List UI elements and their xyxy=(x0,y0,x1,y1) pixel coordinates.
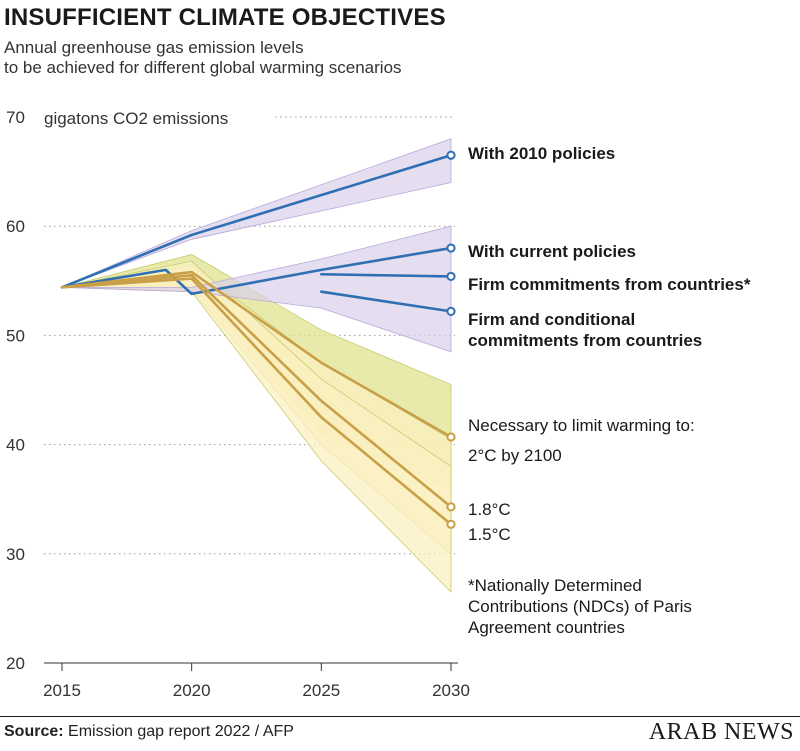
arab-news-logo: ARAB NEWS xyxy=(648,719,794,745)
series-end-marker-0 xyxy=(446,150,456,160)
y-tick-label-50: 50 xyxy=(6,326,25,345)
footnote-line-2: Contributions (NDCs) of Paris xyxy=(468,597,692,616)
label-2010-policies: With 2010 policies xyxy=(468,144,615,163)
label-2c: 2°C by 2100 xyxy=(468,446,562,465)
series-end-marker-6 xyxy=(446,519,456,529)
band-2 xyxy=(61,260,452,593)
label-1-8c: 1.8°C xyxy=(468,500,511,519)
series-line-1 xyxy=(60,246,453,296)
x-tick-label-2030: 2030 xyxy=(432,681,470,700)
x-tick-label-2025: 2025 xyxy=(302,681,340,700)
y-tick-label-30: 30 xyxy=(6,545,25,564)
y-tick-label-40: 40 xyxy=(6,436,25,455)
label-conditional-line-1: Firm and conditional xyxy=(468,310,635,329)
y-tick-label-60: 60 xyxy=(6,217,25,236)
series-line-5 xyxy=(60,274,453,509)
line-layer xyxy=(60,150,456,529)
source-text: Emission gap report 2022 / AFP xyxy=(68,723,294,740)
series-end-marker-5 xyxy=(446,502,456,512)
label-1-5c: 1.5°C xyxy=(468,525,511,544)
series-line-4 xyxy=(60,270,453,439)
chart-subtitle-line-1: Annual greenhouse gas emission levels xyxy=(4,38,304,57)
x-tick-label-2015: 2015 xyxy=(43,681,81,700)
source-note: Source: Emission gap report 2022 / AFP xyxy=(4,723,294,741)
footnote-line-1: *Nationally Determined xyxy=(468,576,642,595)
chart-title: INSUFFICIENT CLIMATE OBJECTIVES xyxy=(4,4,446,31)
x-tick-label-2020: 2020 xyxy=(173,681,211,700)
y-axis-unit-label: gigatons CO2 emissions xyxy=(44,109,228,128)
series-end-marker-1 xyxy=(446,243,456,253)
series-line-0 xyxy=(60,153,453,289)
label-necessary: Necessary to limit warming to: xyxy=(468,416,695,435)
band-4 xyxy=(61,225,452,353)
series-end-marker-4 xyxy=(446,432,456,442)
footer-divider xyxy=(0,716,800,717)
chart-subtitle-line-2: to be achieved for different global warm… xyxy=(4,58,402,77)
source-label: Source: xyxy=(4,723,64,740)
y-tick-label-70: 70 xyxy=(6,108,25,127)
y-tick-label-20: 20 xyxy=(6,654,25,673)
band-3 xyxy=(61,138,452,288)
series-end-marker-2 xyxy=(446,271,456,282)
band-layer xyxy=(61,138,452,593)
series-end-marker-3 xyxy=(446,306,456,316)
series-line-6 xyxy=(60,277,453,526)
series-line-2 xyxy=(320,272,453,278)
label-conditional-line-2: commitments from countries xyxy=(468,331,702,350)
label-firm-commitments: Firm commitments from countries* xyxy=(468,275,751,294)
series-line-3 xyxy=(320,290,453,313)
footnote-line-3: Agreement countries xyxy=(468,618,625,637)
label-current-policies: With current policies xyxy=(468,242,636,261)
